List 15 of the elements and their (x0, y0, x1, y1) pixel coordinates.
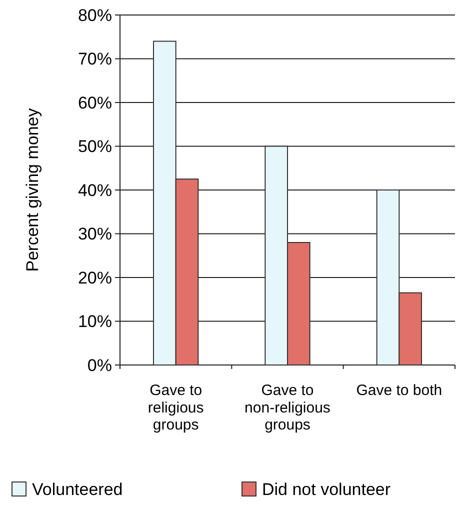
y-tick-label: 10% (78, 312, 112, 332)
y-tick-label: 70% (78, 50, 112, 69)
y-tick-label: 40% (78, 180, 112, 200)
y-tick-label: 20% (78, 268, 112, 288)
y-tick-label: 30% (78, 224, 112, 244)
y-tick-label: 60% (78, 93, 112, 112)
y-tick-label: 80% (78, 6, 112, 25)
legend-label: Volunteered (32, 480, 123, 499)
x-tick-label: Gave to religious groups (148, 382, 204, 434)
y-axis-title: Percent giving money (23, 108, 42, 272)
y-tick-label: 0% (87, 356, 112, 375)
x-tick-label: Gave to non-religious groups (244, 382, 330, 434)
x-tick-label: Gave to both (356, 382, 442, 399)
legend-label: Did not volunteer (262, 480, 391, 499)
y-tick-label: 50% (78, 137, 112, 156)
